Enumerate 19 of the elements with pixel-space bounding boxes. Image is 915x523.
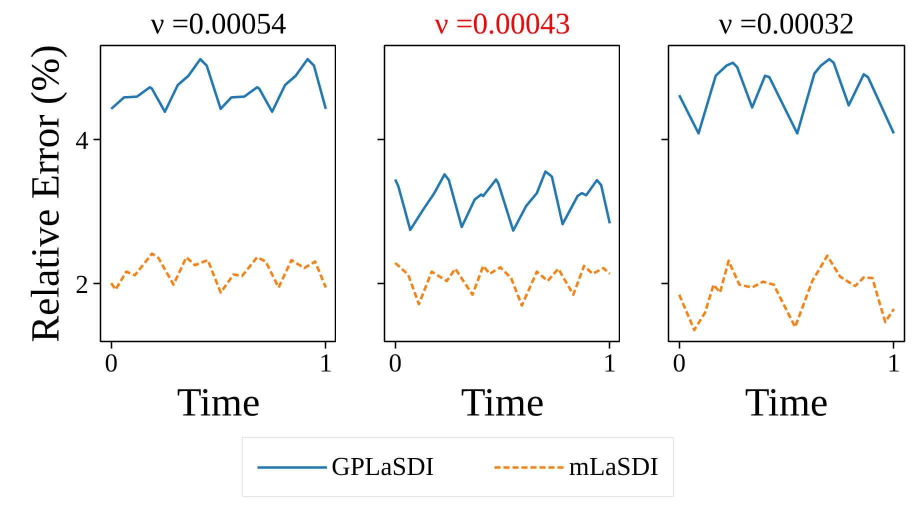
y-tick-label: 4 <box>76 126 88 155</box>
chart-title: ν =0.00032 <box>718 8 854 40</box>
x-tick-label: 1 <box>319 348 332 378</box>
x-tick-label: 0 <box>672 348 686 378</box>
y-axis-title: Relative Error (%) <box>22 44 68 342</box>
legend-label: GPLaSDI <box>331 452 434 482</box>
chart-title: ν =0.00043 <box>434 8 570 40</box>
x-tick-label: 0 <box>104 348 118 378</box>
chart-title: ν =0.00054 <box>150 8 286 40</box>
x-axis-title: Time <box>176 380 260 424</box>
y-tick-label: 2 <box>76 270 88 299</box>
x-tick-label: 1 <box>887 348 900 378</box>
line-series <box>110 252 328 294</box>
line-series <box>110 58 328 114</box>
x-axis-title: Time <box>460 380 544 424</box>
x-tick-label: 1 <box>603 348 616 378</box>
x-tick-label: 0 <box>388 348 402 378</box>
x-axis-title: Time <box>744 380 828 424</box>
legend-label: mLaSDI <box>569 452 659 482</box>
